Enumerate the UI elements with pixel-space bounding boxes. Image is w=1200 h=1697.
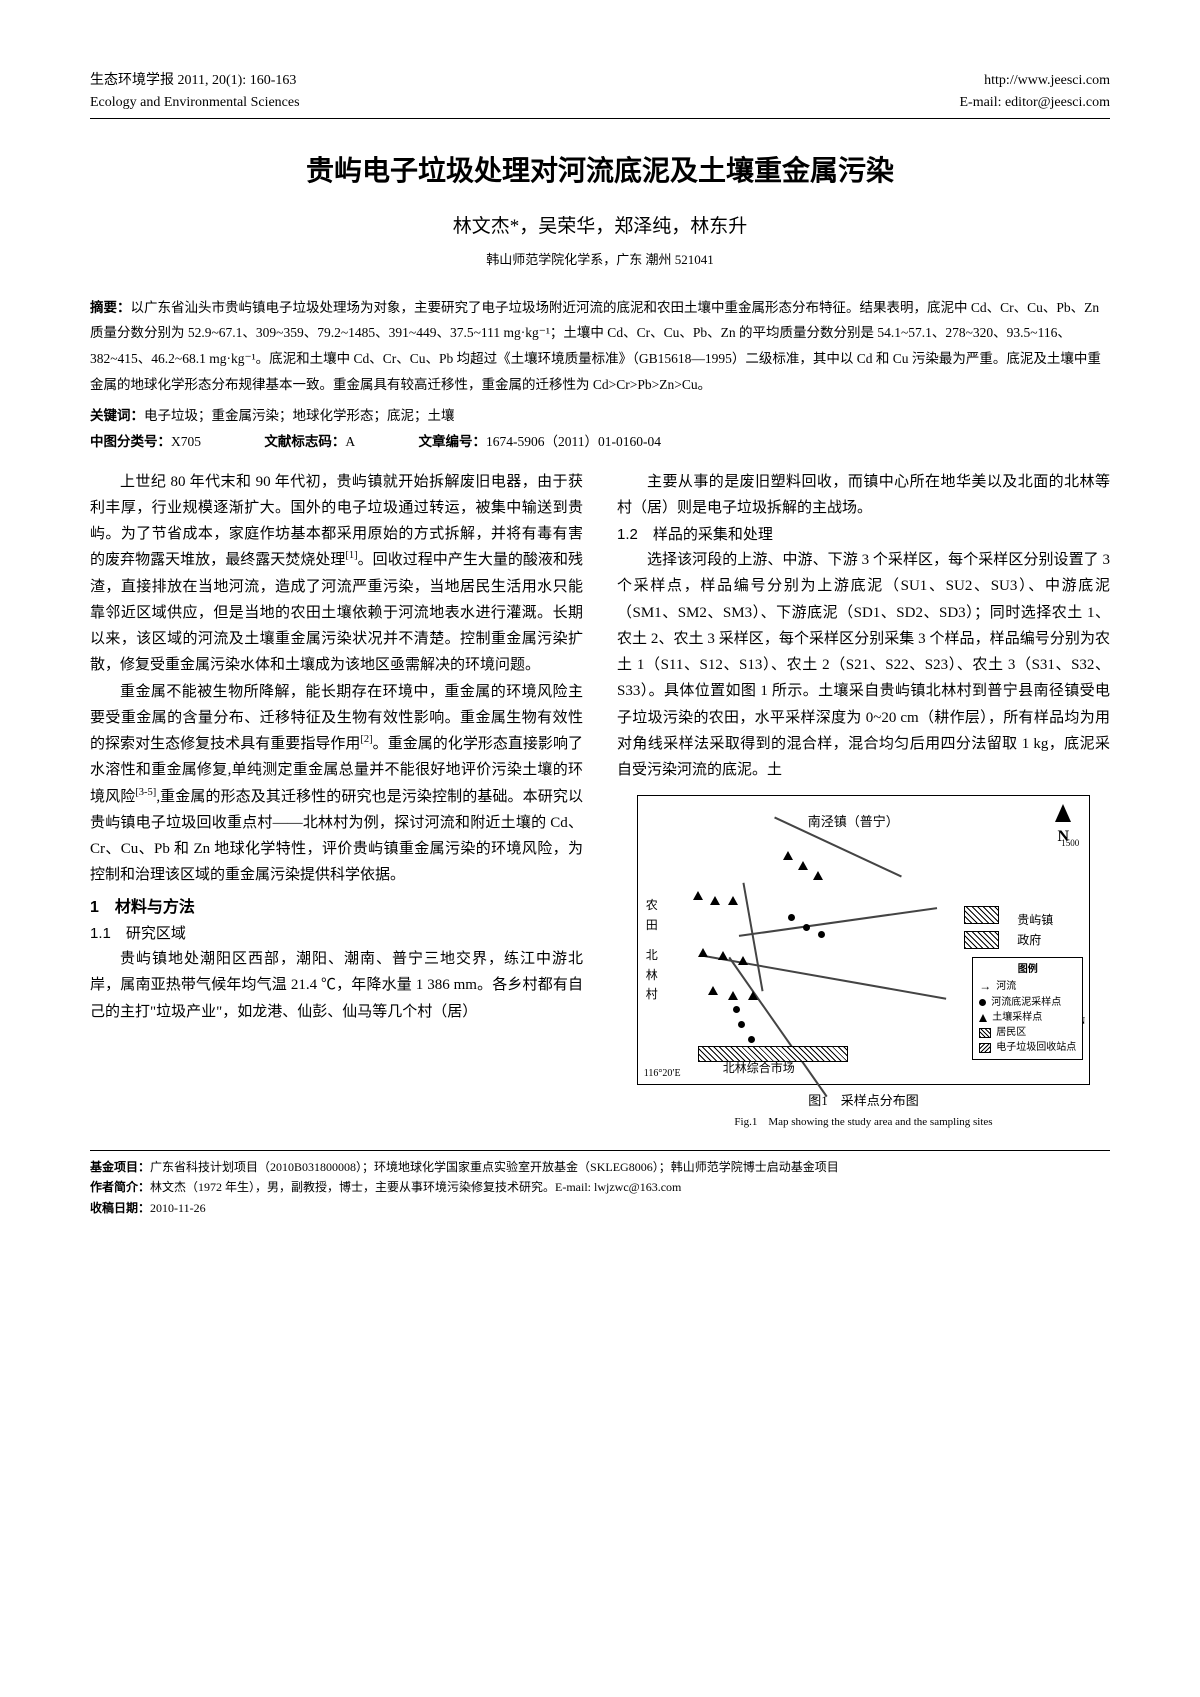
label-farmland: 农 田 [646, 896, 658, 934]
journal-name-en: Ecology and Environmental Sciences [90, 92, 300, 114]
classification: 中图分类号：X705 文献标志码：A 文章编号：1674-5906（2011）0… [90, 429, 1110, 455]
label-guiyu: 贵屿镇 政府 [1017, 911, 1053, 949]
label-nanjing: 南泾镇（普宁） [808, 812, 899, 833]
figure-1: N 南泾镇（普宁） 农 田 北 林 村 贵屿镇 政府 北林综合市场 116°20… [617, 795, 1110, 1131]
abstract-label: 摘要： [90, 300, 131, 315]
affiliation: 韩山师范学院化学系，广东 潮州 521041 [90, 250, 1110, 271]
body-columns: 上世纪 80 年代末和 90 年代初，贵屿镇就开始拆解废旧电器，由于获利丰厚，行… [90, 469, 1110, 1132]
scale: 1500 [1061, 836, 1079, 850]
journal-email: E-mail: editor@jeesci.com [959, 92, 1110, 114]
footnotes: 基金项目：广东省科技计划项目（2010B031800008）；环境地球化学国家重… [90, 1150, 1110, 1218]
paragraph: 选择该河段的上游、中游、下游 3 个采样区，每个采样区分别设置了 3 个采样点，… [617, 547, 1110, 783]
authors: 林文杰*，吴荣华，郑泽纯，林东升 [90, 212, 1110, 242]
subsection-heading: 1.2 样品的采集和处理 [617, 523, 1110, 547]
paragraph: 贵屿镇地处潮阳区西部，潮阳、潮南、普宁三地交界，练江中游北岸，属南亚热带气候年均… [90, 946, 583, 1025]
coord-e: 116°20′E [644, 1066, 681, 1082]
journal-url: http://www.jeesci.com [959, 70, 1110, 92]
subsection-heading: 1.1 研究区域 [90, 922, 583, 946]
paragraph: 重金属不能被生物所降解，能长期存在环境中，重金属的环境风险主要受重金属的含量分布… [90, 679, 583, 889]
label-beilin: 北 林 村 [646, 946, 658, 1004]
journal-issue: 生态环境学报 2011, 20(1): 160-163 [90, 70, 300, 92]
paragraph: 上世纪 80 年代末和 90 年代初，贵屿镇就开始拆解废旧电器，由于获利丰厚，行… [90, 469, 583, 679]
map-diagram: N 南泾镇（普宁） 农 田 北 林 村 贵屿镇 政府 北林综合市场 116°20… [637, 795, 1091, 1085]
figure-caption-cn: 图1 采样点分布图 [617, 1091, 1110, 1112]
section-heading: 1 材料与方法 [90, 895, 583, 921]
left-column: 上世纪 80 年代末和 90 年代初，贵屿镇就开始拆解废旧电器，由于获利丰厚，行… [90, 469, 583, 1132]
abstract: 摘要：以广东省汕头市贵屿镇电子垃圾处理场为对象，主要研究了电子垃圾场附近河流的底… [90, 295, 1110, 398]
running-header: 生态环境学报 2011, 20(1): 160-163 Ecology and … [90, 70, 1110, 119]
paper-title: 贵屿电子垃圾处理对河流底泥及土壤重金属污染 [90, 149, 1110, 194]
keywords-label: 关键词： [90, 408, 144, 423]
figure-caption-en: Fig.1 Map showing the study area and the… [617, 1114, 1110, 1132]
abstract-text: 以广东省汕头市贵屿镇电子垃圾处理场为对象，主要研究了电子垃圾场附近河流的底泥和农… [90, 300, 1101, 392]
keywords: 关键词：电子垃圾；重金属污染；地球化学形态；底泥；土壤 [90, 403, 1110, 429]
right-column: 主要从事的是废旧塑料回收，而镇中心所在地华美以及北面的北林等村（居）则是电子垃圾… [617, 469, 1110, 1132]
paragraph: 主要从事的是废旧塑料回收，而镇中心所在地华美以及北面的北林等村（居）则是电子垃圾… [617, 469, 1110, 522]
keywords-text: 电子垃圾；重金属污染；地球化学形态；底泥；土壤 [144, 408, 455, 423]
map-legend: 图例 →河流河流底泥采样点土壤采样点居民区电子垃圾回收站点 [972, 957, 1083, 1060]
